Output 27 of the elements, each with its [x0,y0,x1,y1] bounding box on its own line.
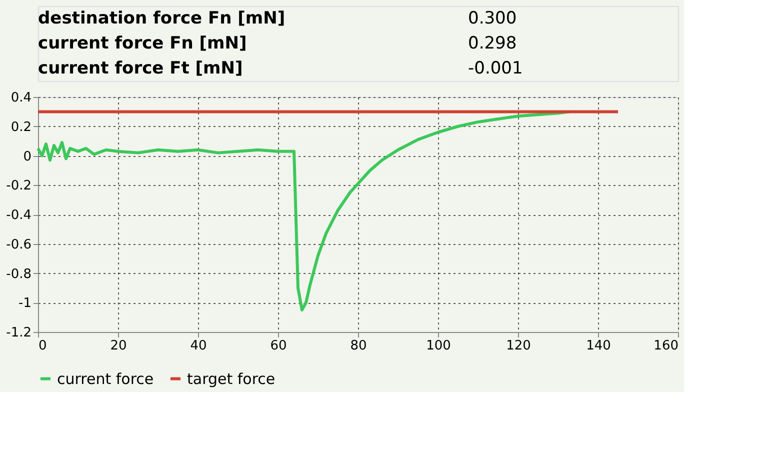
y-tick-label: 0 [23,149,32,164]
y-tick-label: -1 [18,296,32,312]
x-tick-label: 0 [38,338,47,354]
text: -0.001 [468,58,523,78]
x-tick-label: 120 [506,338,531,354]
x-tick-label: 80 [350,338,367,354]
text: 0.298 [468,34,517,54]
y-tick-label: -0.4 [6,208,32,223]
line-series [36,110,572,312]
text: current force Ft [mN] [38,58,243,78]
legend-label: current force [57,370,154,388]
y-tick-label: -1.2 [6,326,32,340]
x-tick-label: 160 [654,338,678,354]
x-tick-label: 60 [270,338,287,354]
text: 0.300 [468,8,517,28]
y-tick-label: 0.2 [10,120,32,135]
x-tick-label: 40 [190,338,207,354]
x-tick-label: 140 [586,338,611,354]
y-tick-label: -0.2 [6,178,32,194]
text: destination force Fn [mN] [38,8,286,28]
legend-label: target force [187,370,276,388]
x-tick-label: 100 [426,338,451,354]
x-tick-label: 20 [110,338,127,354]
y-tick-label: -0.8 [6,266,32,282]
y-tick-label: -0.6 [6,237,32,252]
text: current force Fn [mN] [38,34,247,54]
y-tick-label: 0.4 [10,90,32,106]
